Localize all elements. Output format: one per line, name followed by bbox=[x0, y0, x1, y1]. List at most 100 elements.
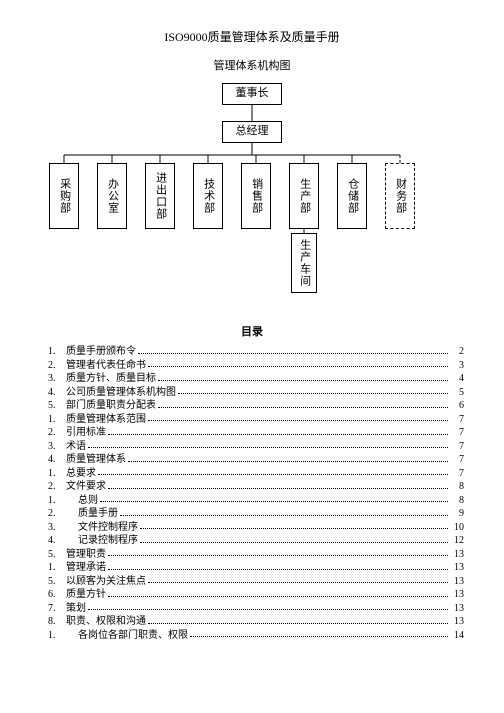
toc-page: 13 bbox=[450, 602, 464, 616]
node-dept-5-label: 生产部 bbox=[297, 178, 310, 214]
toc-row: 2.管理者代表任命书 3 bbox=[40, 359, 464, 373]
toc-row: 1.总要求7 bbox=[40, 467, 464, 481]
node-dept-3: 技术部 bbox=[193, 163, 223, 229]
toc-num: 4. bbox=[40, 386, 66, 400]
toc-dots bbox=[88, 447, 448, 448]
node-dept-0: 采购部 bbox=[49, 163, 79, 229]
toc-num: 3. bbox=[40, 521, 66, 535]
toc-dots bbox=[140, 542, 448, 543]
toc-page: 6 bbox=[450, 399, 464, 413]
toc-row: 5.以顾客为关注焦点13 bbox=[40, 575, 464, 589]
toc-num: 1. bbox=[40, 629, 66, 643]
toc-row: 1.质量手册颁布令2 bbox=[40, 345, 464, 359]
node-dept-6-label: 仓储部 bbox=[345, 178, 358, 214]
toc-page: 13 bbox=[450, 548, 464, 562]
toc-page: 13 bbox=[450, 575, 464, 589]
toc-dots bbox=[100, 501, 448, 502]
node-dept-5: 生产部 bbox=[289, 163, 319, 229]
toc-num: 8. bbox=[40, 615, 66, 629]
node-dept-2: 进出口部 bbox=[145, 163, 175, 229]
toc-page: 13 bbox=[450, 561, 464, 575]
toc-dots bbox=[108, 596, 448, 597]
toc-label: 各岗位各部门职责、权限 bbox=[66, 629, 188, 643]
toc-dots bbox=[148, 366, 448, 367]
node-dept-1-label: 办公室 bbox=[105, 178, 118, 214]
node-dept-2-label: 进出口部 bbox=[153, 172, 166, 220]
toc-num: 2. bbox=[40, 480, 66, 494]
toc-label: 管理承诺 bbox=[66, 561, 106, 575]
toc-row: 1.各岗位各部门职责、权限 14 bbox=[40, 629, 464, 643]
toc-row: 2.文件要求 8 bbox=[40, 480, 464, 494]
toc-row: 4.记录控制程序 12 bbox=[40, 534, 464, 548]
toc-row: 7.策划13 bbox=[40, 602, 464, 616]
toc-num: 4. bbox=[40, 453, 66, 467]
toc-page: 4 bbox=[450, 372, 464, 386]
toc-label: 质量手册颁布令 bbox=[66, 345, 136, 359]
toc-row: 2.质量手册9 bbox=[40, 507, 464, 521]
toc-label: 公司质量管理体系机构图 bbox=[66, 386, 176, 400]
node-dept-7: 财务部 bbox=[385, 163, 415, 229]
toc-page: 8 bbox=[450, 480, 464, 494]
node-dept-3-label: 技术部 bbox=[201, 178, 214, 214]
toc-dots bbox=[148, 582, 448, 583]
node-dept-0-label: 采购部 bbox=[57, 178, 70, 214]
toc-row: 3.质量方针、质量目标 4 bbox=[40, 372, 464, 386]
toc-row: 1.总则8 bbox=[40, 494, 464, 508]
toc-dots bbox=[190, 636, 448, 637]
org-chart: 董事长总经理采购部 办公室 进出口部 技术部 销售部 生产部 仓储部 财务部生产车间 bbox=[42, 83, 462, 313]
toc-num: 2. bbox=[40, 359, 66, 373]
node-dept-6: 仓储部 bbox=[337, 163, 367, 229]
toc-label: 文件要求 bbox=[66, 480, 106, 494]
toc-dots bbox=[120, 515, 448, 516]
toc-dots bbox=[148, 420, 448, 421]
toc-row: 4.质量管理体系7 bbox=[40, 453, 464, 467]
toc-dots bbox=[128, 461, 448, 462]
toc-page: 13 bbox=[450, 615, 464, 629]
toc-label: 质量管理体系 bbox=[66, 453, 126, 467]
toc-label: 引用标准 bbox=[66, 426, 106, 440]
toc-row: 6.质量方针13 bbox=[40, 588, 464, 602]
toc-page: 7 bbox=[450, 413, 464, 427]
toc-row: 1.质量管理体系范围 7 bbox=[40, 413, 464, 427]
toc-num: 1. bbox=[40, 345, 66, 359]
toc-page: 12 bbox=[450, 534, 464, 548]
toc-dots bbox=[158, 380, 448, 381]
toc-dots bbox=[108, 488, 448, 489]
toc-num: 4. bbox=[40, 534, 66, 548]
toc-num: 1. bbox=[40, 413, 66, 427]
toc-page: 9 bbox=[450, 507, 464, 521]
doc-title: ISO9000质量管理体系及质量手册 bbox=[40, 28, 464, 45]
node-workshop-label: 生产车间 bbox=[297, 239, 310, 287]
toc-dots bbox=[158, 407, 448, 408]
toc-page: 8 bbox=[450, 494, 464, 508]
toc-num: 3. bbox=[40, 372, 66, 386]
toc-label: 记录控制程序 bbox=[66, 534, 138, 548]
node-chairman: 董事长 bbox=[222, 83, 282, 105]
toc-label: 管理职责 bbox=[66, 548, 106, 562]
node-gm: 总经理 bbox=[222, 121, 282, 143]
toc-label: 部门质量职责分配表 bbox=[66, 399, 156, 413]
node-dept-4: 销售部 bbox=[241, 163, 271, 229]
toc-label: 管理者代表任命书 bbox=[66, 359, 146, 373]
toc-row: 2.引用标准7 bbox=[40, 426, 464, 440]
toc-page: 5 bbox=[450, 386, 464, 400]
toc-page: 14 bbox=[450, 629, 464, 643]
toc-row: 4.公司质量管理体系机构图 5 bbox=[40, 386, 464, 400]
node-dept-4-label: 销售部 bbox=[249, 178, 262, 214]
toc-num: 5. bbox=[40, 575, 66, 589]
toc-title: 目录 bbox=[40, 323, 464, 339]
toc-page: 7 bbox=[450, 426, 464, 440]
toc-num: 6. bbox=[40, 588, 66, 602]
toc-row: 3.术语7 bbox=[40, 440, 464, 454]
toc-num: 5. bbox=[40, 399, 66, 413]
toc-num: 2. bbox=[40, 507, 66, 521]
toc-page: 7 bbox=[450, 440, 464, 454]
toc-label: 职责、权限和沟通 bbox=[66, 615, 146, 629]
toc-num: 1. bbox=[40, 561, 66, 575]
toc-label: 质量方针、质量目标 bbox=[66, 372, 156, 386]
toc-label: 质量管理体系范围 bbox=[66, 413, 146, 427]
toc-page: 3 bbox=[450, 359, 464, 373]
toc-dots bbox=[88, 609, 448, 610]
toc-row: 8.职责、权限和沟通 13 bbox=[40, 615, 464, 629]
node-dept-7-label: 财务部 bbox=[393, 178, 406, 214]
